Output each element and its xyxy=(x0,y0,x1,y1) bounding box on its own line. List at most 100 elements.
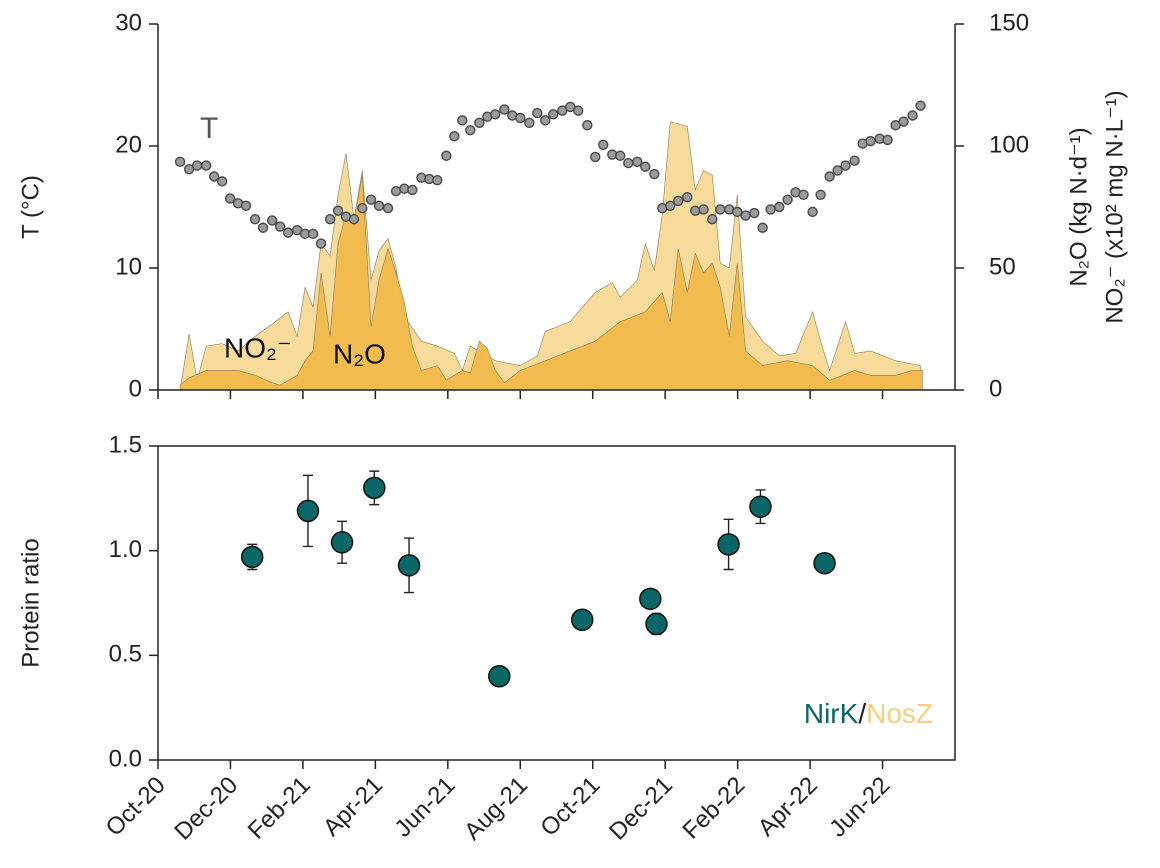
point xyxy=(407,184,418,196)
point xyxy=(324,213,336,225)
point xyxy=(882,134,893,146)
series-label: NO₂⁻ xyxy=(224,332,292,363)
point xyxy=(665,200,676,211)
point xyxy=(765,204,776,215)
legend-part: NosZ xyxy=(866,698,933,729)
point xyxy=(330,531,354,554)
x-tick-label: Apr-21 xyxy=(318,772,388,842)
point xyxy=(749,495,772,518)
point xyxy=(815,189,826,201)
point xyxy=(274,221,286,232)
y2-tick-label: 50 xyxy=(989,253,1016,280)
point xyxy=(849,155,860,166)
point xyxy=(348,213,360,225)
point xyxy=(598,139,609,150)
point xyxy=(813,551,836,575)
point xyxy=(240,545,264,569)
point xyxy=(474,117,485,129)
point xyxy=(782,194,793,205)
point xyxy=(307,228,319,240)
point xyxy=(315,238,327,249)
y2-axis-label: NO₂⁻ (x10² mg N·L⁻¹) xyxy=(1101,90,1128,323)
point xyxy=(357,203,368,214)
x-tick-label: Apr-22 xyxy=(753,772,823,842)
point xyxy=(200,160,212,171)
point xyxy=(840,160,851,171)
point xyxy=(732,206,743,218)
point xyxy=(457,115,468,126)
point xyxy=(915,100,926,111)
point xyxy=(332,205,344,216)
y-tick-label: 30 xyxy=(115,9,142,36)
point xyxy=(824,171,835,182)
point xyxy=(373,200,385,211)
legend: NirK/NosZ xyxy=(804,698,933,729)
point xyxy=(441,150,452,161)
point xyxy=(615,150,626,161)
x-tick-label: Oct-21 xyxy=(535,772,605,842)
legend-part: NirK xyxy=(804,698,859,729)
point xyxy=(698,204,709,215)
point xyxy=(774,201,785,213)
point xyxy=(573,105,584,116)
point xyxy=(296,499,320,523)
y-tick-label: 1.0 xyxy=(109,536,142,563)
point xyxy=(216,176,228,187)
point xyxy=(363,476,386,500)
point xyxy=(707,213,718,225)
point xyxy=(488,665,511,688)
y-tick-label: 10 xyxy=(115,253,142,280)
point xyxy=(582,120,593,131)
point xyxy=(224,193,236,204)
x-tick-label: Dec-20 xyxy=(169,772,243,846)
point xyxy=(717,533,740,556)
point xyxy=(382,203,394,214)
point xyxy=(208,171,220,182)
y-tick-label: 0.5 xyxy=(109,641,142,668)
x-tick-label: Feb-21 xyxy=(243,772,316,845)
point xyxy=(807,206,818,218)
y2-tick-label: 150 xyxy=(989,9,1029,36)
point xyxy=(540,115,551,126)
y-tick-label: 0.0 xyxy=(109,745,142,772)
point xyxy=(266,215,278,226)
y2-axis-label: N₂O (kg N·d⁻¹) xyxy=(1065,127,1092,286)
x-tick-label: Feb-22 xyxy=(677,772,750,845)
point xyxy=(649,168,660,180)
point xyxy=(490,109,501,120)
point xyxy=(673,195,684,207)
point xyxy=(390,185,402,197)
point xyxy=(749,207,760,219)
series-label: N₂O xyxy=(333,338,386,369)
point xyxy=(570,608,594,631)
point xyxy=(174,156,186,168)
point xyxy=(515,112,526,124)
point xyxy=(465,124,476,136)
series-label: T xyxy=(200,112,218,145)
y-tick-label: 1.5 xyxy=(109,431,142,458)
point xyxy=(682,192,693,203)
x-tick-label: Dec-21 xyxy=(604,772,678,846)
point xyxy=(757,222,768,233)
y2-tick-label: 0 xyxy=(989,375,1002,402)
area xyxy=(179,175,923,391)
point xyxy=(907,110,918,121)
legend-part: / xyxy=(858,698,866,729)
point xyxy=(865,135,876,147)
point xyxy=(715,204,726,215)
point xyxy=(590,151,601,163)
y-axis-label: Protein ratio xyxy=(17,538,44,667)
point xyxy=(740,210,751,221)
x-tick-label: Jun-22 xyxy=(824,772,895,843)
y-tick-label: 0 xyxy=(129,375,142,402)
x-tick-label: Oct-20 xyxy=(101,772,171,842)
point xyxy=(397,554,421,577)
point xyxy=(365,194,377,205)
point xyxy=(191,160,203,171)
point xyxy=(257,222,269,233)
point xyxy=(690,205,701,216)
y-axis-label: T (°C) xyxy=(17,175,44,239)
point xyxy=(282,227,294,238)
point xyxy=(532,107,543,119)
plot-frame xyxy=(157,445,956,761)
